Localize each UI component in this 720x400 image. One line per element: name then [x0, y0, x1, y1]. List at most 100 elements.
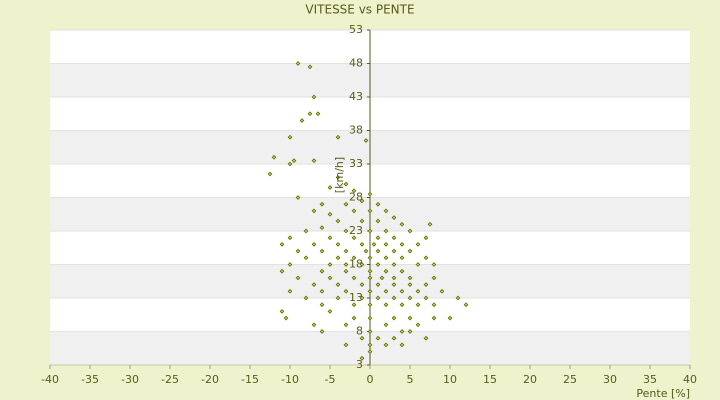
point — [295, 61, 301, 66]
point — [391, 248, 397, 254]
point — [279, 242, 285, 247]
y-tick-label: 43 — [349, 90, 363, 103]
point — [303, 255, 309, 261]
point — [319, 288, 325, 294]
chart-title: VITESSE vs PENTE — [305, 3, 414, 17]
point — [391, 315, 397, 321]
point — [327, 262, 333, 267]
point — [415, 262, 421, 267]
point — [375, 218, 381, 224]
point — [307, 64, 313, 70]
point — [335, 282, 341, 287]
point — [359, 355, 365, 361]
point — [351, 275, 357, 281]
point — [367, 255, 373, 261]
y-tick-label: 18 — [349, 258, 363, 271]
point — [399, 329, 405, 334]
point — [271, 154, 277, 160]
point — [415, 322, 421, 328]
point — [335, 175, 341, 180]
point — [391, 282, 397, 287]
point — [415, 302, 421, 308]
x-tick-label: 15 — [483, 373, 497, 386]
y-tick-label: 8 — [356, 325, 363, 338]
x-tick-label: -20 — [201, 373, 219, 386]
point — [375, 262, 381, 267]
y-tick-label: 3 — [356, 358, 363, 371]
point — [415, 288, 421, 294]
x-tick-label: 5 — [407, 373, 414, 386]
point — [415, 242, 421, 247]
point — [311, 208, 317, 214]
point — [359, 242, 365, 247]
point — [343, 228, 349, 234]
x-tick-label: -25 — [161, 373, 179, 386]
point — [423, 335, 429, 341]
point — [375, 335, 381, 341]
point — [359, 218, 365, 224]
point — [383, 288, 389, 294]
point — [367, 268, 373, 274]
point — [455, 295, 461, 301]
point — [367, 349, 373, 354]
point — [335, 295, 341, 301]
point — [319, 248, 325, 254]
x-tick-label: 20 — [523, 373, 537, 386]
point — [375, 235, 381, 241]
point — [407, 329, 413, 334]
point — [311, 322, 317, 328]
point — [367, 302, 373, 308]
point — [335, 255, 341, 261]
point — [295, 275, 301, 281]
point — [311, 94, 317, 100]
point — [431, 315, 437, 321]
point — [343, 201, 349, 207]
point — [319, 329, 325, 334]
point — [319, 225, 325, 231]
x-axis-label: Pente [%] — [636, 387, 690, 400]
point — [351, 255, 357, 261]
point — [391, 275, 397, 281]
y-axis-label: [km/h] — [333, 157, 346, 193]
point — [383, 342, 389, 348]
point — [279, 309, 285, 314]
point — [351, 315, 357, 321]
point — [375, 201, 381, 207]
point — [375, 248, 381, 254]
point — [399, 268, 405, 274]
point — [423, 295, 429, 301]
point — [399, 288, 405, 294]
point — [363, 138, 369, 143]
point — [351, 208, 357, 214]
point — [367, 288, 373, 294]
point — [311, 282, 317, 287]
point — [431, 275, 437, 281]
point — [327, 309, 333, 314]
point — [311, 242, 317, 247]
point — [423, 282, 429, 287]
point — [431, 302, 437, 308]
point — [399, 302, 405, 308]
point — [407, 275, 413, 281]
point — [383, 228, 389, 234]
point — [319, 201, 325, 207]
point — [359, 282, 365, 287]
x-tick-label: 40 — [683, 373, 697, 386]
point — [299, 118, 305, 123]
point — [287, 262, 293, 267]
y-tick-label: 13 — [349, 291, 363, 304]
y-tick-label: 33 — [349, 157, 363, 170]
point — [391, 295, 397, 301]
point — [287, 134, 293, 140]
point — [343, 181, 349, 187]
point — [375, 295, 381, 301]
point — [327, 275, 333, 281]
point — [359, 198, 365, 204]
point — [343, 248, 349, 254]
point — [287, 288, 293, 294]
point — [343, 288, 349, 294]
point — [399, 242, 405, 247]
point — [371, 242, 377, 247]
point — [295, 195, 301, 200]
